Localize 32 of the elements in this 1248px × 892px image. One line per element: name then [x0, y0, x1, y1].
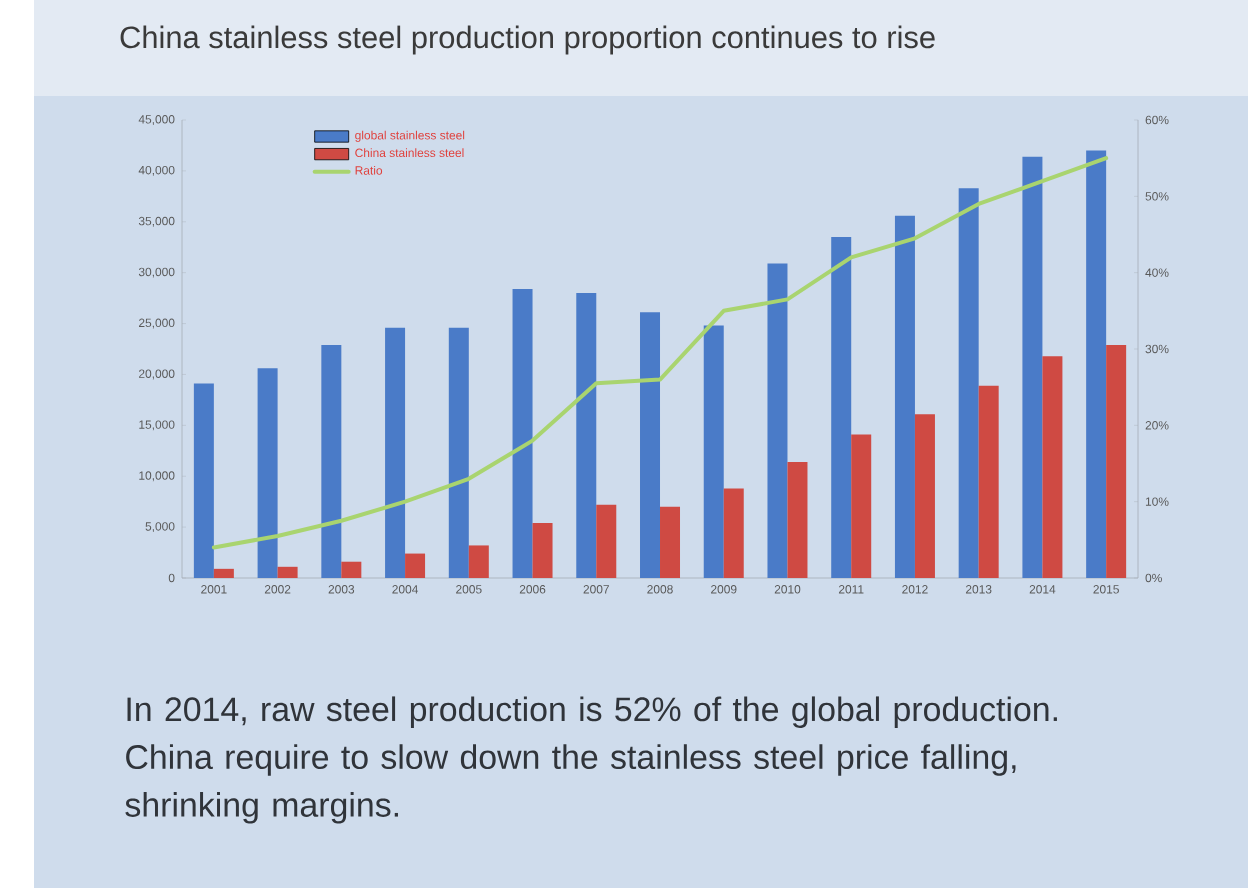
bar: [532, 523, 553, 578]
bar: [1086, 150, 1107, 578]
bar: [193, 383, 214, 578]
bar: [512, 288, 533, 578]
bar: [596, 504, 617, 578]
chart-title: China stainless steel production proportion continues to rise: [120, 25, 935, 55]
bar: [405, 553, 426, 578]
bar: [1106, 344, 1127, 578]
bar: [257, 368, 278, 578]
text: In 2014, raw steel production is 52% of the global production. China require to slow down the stainless steel price falling, shrinking margins.: [125, 696, 1057, 824]
bar: [703, 325, 724, 578]
bar: [1042, 356, 1063, 578]
bar: [851, 434, 872, 578]
bar: [958, 188, 979, 578]
bar: [787, 461, 808, 578]
bar: [914, 414, 935, 578]
bar: [448, 327, 469, 578]
bar: [723, 488, 744, 578]
bar: [576, 293, 597, 578]
bar: [894, 215, 915, 578]
bar: [213, 568, 234, 578]
bar: [640, 312, 661, 578]
bar: [385, 327, 406, 578]
bar: [660, 506, 681, 578]
bar: [831, 237, 852, 578]
bar: [321, 344, 342, 578]
bar: [277, 566, 298, 578]
bar: [767, 263, 788, 578]
bar: [341, 561, 362, 578]
bar: [1022, 156, 1043, 578]
bar: [468, 545, 489, 578]
bar: [978, 385, 999, 578]
